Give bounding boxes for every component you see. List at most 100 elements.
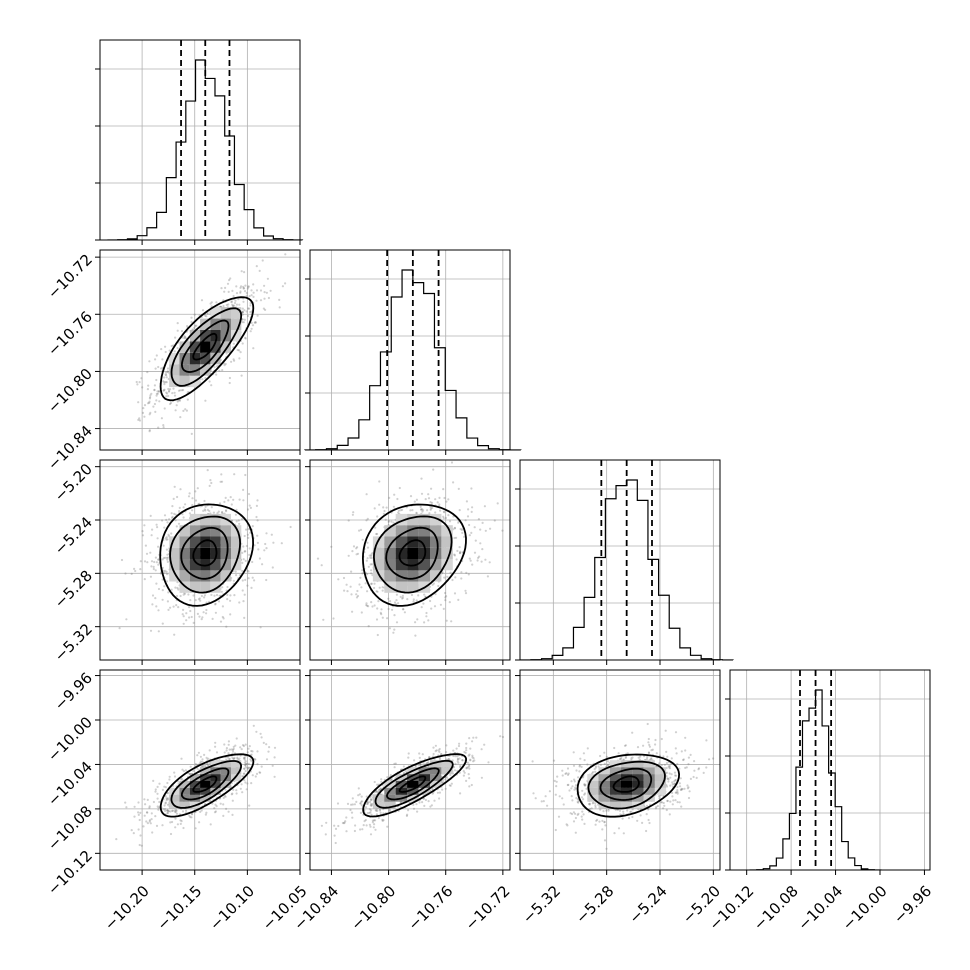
sample-point xyxy=(380,780,383,783)
sample-point xyxy=(449,571,452,574)
sample-point xyxy=(249,506,252,509)
sample-point xyxy=(483,505,486,508)
sample-point xyxy=(267,750,270,753)
sample-point xyxy=(143,560,147,563)
sample-point xyxy=(201,378,204,381)
sample-point xyxy=(438,791,441,794)
sample-point xyxy=(445,751,448,754)
panel-frame xyxy=(519,459,721,661)
sample-point xyxy=(353,803,356,806)
density-cell xyxy=(210,581,221,593)
sample-point xyxy=(137,401,140,404)
sample-point xyxy=(240,270,243,273)
sample-point xyxy=(151,831,154,834)
sample-point xyxy=(222,814,225,818)
sample-point xyxy=(409,495,413,498)
y-tick-label: −10.08 xyxy=(44,802,96,854)
sample-point xyxy=(420,492,424,495)
sample-point xyxy=(379,611,382,615)
sample-point xyxy=(139,568,142,571)
sample-point xyxy=(204,813,207,816)
y-tick-label: −10.76 xyxy=(44,308,96,360)
sample-point xyxy=(205,612,208,615)
sample-point xyxy=(145,820,148,823)
sample-point xyxy=(232,294,235,298)
panel-frame xyxy=(309,249,511,451)
sample-point xyxy=(169,402,172,406)
sample-point xyxy=(228,757,231,761)
density-cell xyxy=(220,570,231,582)
sample-point xyxy=(320,564,323,567)
density-cell xyxy=(189,330,201,342)
sample-point xyxy=(130,572,133,576)
sample-point xyxy=(230,503,233,506)
sample-point xyxy=(333,834,336,837)
sample-point xyxy=(391,608,394,611)
density-cell xyxy=(179,570,190,582)
sample-point xyxy=(393,766,396,769)
sample-point xyxy=(250,321,253,324)
sample-point xyxy=(166,558,169,561)
sample-point xyxy=(360,586,363,589)
sample-point xyxy=(184,503,187,506)
density-cell xyxy=(169,570,180,582)
sample-point xyxy=(255,730,258,733)
sample-point xyxy=(161,622,164,625)
scatter-panel-4-3 xyxy=(515,669,721,875)
sample-point xyxy=(134,569,137,573)
sample-point xyxy=(144,544,147,547)
sample-point xyxy=(366,604,369,607)
sample-point xyxy=(171,505,174,508)
sample-point xyxy=(407,756,410,759)
sample-point xyxy=(236,756,239,759)
sample-point xyxy=(182,409,185,412)
panel-frame xyxy=(99,249,301,451)
y-tick-label: −5.32 xyxy=(51,620,96,665)
sample-point xyxy=(454,762,457,766)
sample-point xyxy=(217,510,220,513)
density-cell xyxy=(231,318,242,330)
sample-point xyxy=(209,823,212,826)
sample-point xyxy=(204,509,207,512)
sample-point xyxy=(241,579,244,582)
sample-point xyxy=(489,527,492,530)
sample-point xyxy=(138,417,141,420)
sample-point xyxy=(417,594,420,597)
sample-point xyxy=(263,291,266,294)
sample-point xyxy=(144,803,147,806)
sample-point xyxy=(370,556,373,560)
sample-point xyxy=(368,808,371,811)
sample-point xyxy=(359,828,362,831)
density-cell xyxy=(407,513,419,526)
sample-point xyxy=(183,335,186,338)
sample-point xyxy=(248,804,251,807)
sample-point xyxy=(370,582,373,586)
sample-point xyxy=(448,601,451,604)
density-cell xyxy=(169,559,180,571)
sample-point xyxy=(166,600,169,603)
sample-point xyxy=(161,589,164,592)
sample-point xyxy=(194,499,198,502)
sample-point xyxy=(384,518,387,521)
sample-point xyxy=(165,391,168,394)
sample-point xyxy=(359,576,362,579)
sample-point xyxy=(255,515,258,519)
sample-point xyxy=(254,321,257,324)
sample-point xyxy=(416,810,419,813)
sample-point xyxy=(369,804,372,807)
sample-point xyxy=(167,390,171,393)
sample-point xyxy=(200,594,203,598)
sample-point xyxy=(203,596,206,599)
sample-point xyxy=(173,391,176,394)
sample-point xyxy=(443,511,446,514)
sample-point xyxy=(218,369,221,372)
sample-point xyxy=(389,600,392,603)
sample-point xyxy=(223,751,226,754)
sample-point xyxy=(395,599,398,602)
sample-point xyxy=(259,732,262,735)
sample-point xyxy=(154,358,157,361)
sample-point xyxy=(332,617,335,620)
sample-point xyxy=(373,586,376,590)
sample-point xyxy=(460,528,463,532)
sample-point xyxy=(377,600,380,603)
